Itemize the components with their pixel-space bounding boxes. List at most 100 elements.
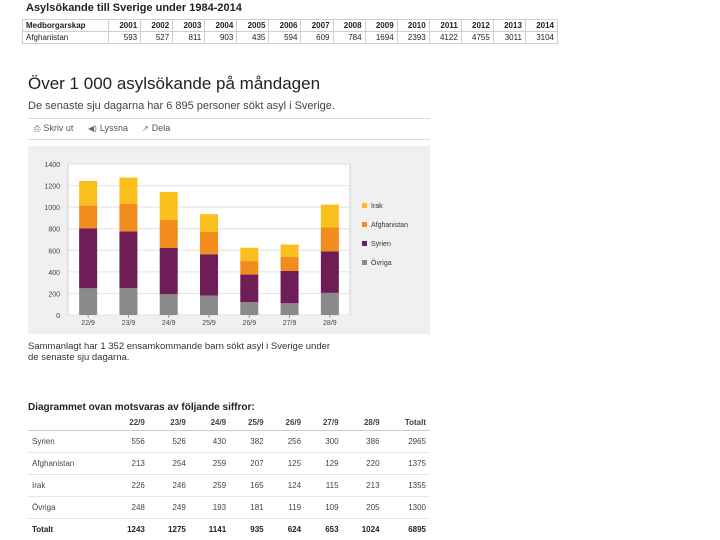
data-table-header: 28/9: [342, 414, 384, 431]
data-table-cell: 556: [107, 430, 149, 453]
data-table-row: Irak 226 246 259 165 124 115 213 1355: [28, 474, 430, 497]
historical-table-header: 2010: [396, 19, 430, 32]
data-table-cell: 213: [342, 474, 384, 497]
historical-table-cell: 609: [300, 31, 334, 44]
data-table-cell: 1355: [383, 474, 430, 497]
historical-table-header: 2003: [172, 19, 206, 32]
data-table-header: 22/9: [107, 414, 149, 431]
x-tick-label: 23/9: [122, 320, 136, 327]
bar-segment-afghanistan: [240, 261, 259, 275]
bar-segment-afghanistan: [200, 231, 218, 255]
y-tick-label: 0: [56, 313, 60, 320]
y-tick-label: 200: [48, 291, 60, 298]
data-table-cell: 246: [148, 474, 190, 497]
x-tick-label: 27/9: [283, 320, 297, 327]
data-table-cell: 193: [189, 496, 231, 519]
x-tick-label: 24/9: [162, 320, 176, 327]
data-table-cell: 226: [107, 474, 149, 497]
data-table-cell: 213: [107, 452, 149, 475]
bar-segment-syrien: [320, 251, 339, 293]
bar-segment-irak: [320, 204, 339, 228]
data-table-total-cell: Totalt: [32, 525, 54, 534]
historical-table-cell: 435: [236, 31, 270, 44]
bar-segment-syrien: [280, 270, 299, 304]
print-label: Skriv ut: [43, 123, 74, 133]
y-tick-label: 1000: [44, 205, 60, 212]
historical-table-header: Medborgarskap: [21, 19, 110, 32]
listen-button[interactable]: ◀) Lyssna: [88, 123, 128, 133]
bar-segment-syrien: [79, 228, 98, 289]
data-table-cell: Irak: [28, 474, 108, 497]
data-table-cell: 129: [305, 452, 343, 475]
data-table-cell: 259: [189, 452, 231, 475]
data-table-cell: 386: [342, 430, 384, 453]
bar-segment-afghanistan: [320, 227, 339, 252]
historical-table-cell: 4755: [460, 31, 494, 44]
data-table-header: 24/9: [189, 414, 231, 431]
data-table-total-row: Totalt 1243 1275 1141 935 624 653 1024 6895: [28, 519, 430, 540]
data-table-cell: 430: [189, 430, 231, 453]
bar-segment-irak: [280, 244, 299, 257]
data-table-cell: Syrien: [28, 430, 108, 453]
article-summary: Sammanlagt har 1 352 ensamkommande barn …: [28, 341, 331, 363]
historical-table-cell: Afghanistan: [21, 31, 110, 44]
data-table-cell: 207: [230, 452, 268, 475]
data-table-header: 25/9: [230, 414, 268, 431]
share-button[interactable]: ↗ Dela: [142, 123, 170, 133]
asylum-stacked-bar-chart: 0 200 400 600 800 1000 1200 1400 22/9 23/9 24/9 25/…: [44, 162, 408, 327]
print-button[interactable]: ⎙ Skriv ut: [34, 123, 73, 134]
data-table-total-cell: 1141: [208, 525, 227, 534]
share-icon: ↗: [142, 124, 149, 133]
data-table-total-cell: 624: [287, 525, 302, 534]
data-table-total-cell: 935: [250, 525, 264, 534]
bar-segment-övriga: [119, 288, 138, 315]
data-table-header: Totalt: [383, 414, 430, 431]
data-table-cell: 205: [342, 496, 384, 519]
data-table-row: Övriga 248 249 193 181 119 109 205 1300: [28, 496, 430, 519]
legend-swatch: [362, 222, 367, 227]
data-table-cell: 115: [305, 474, 343, 497]
historical-table-cell: 3011: [492, 31, 526, 44]
bar-segment-övriga: [159, 294, 178, 315]
legend-label: Afghanistan: [371, 222, 408, 229]
historical-table-header: 2007: [300, 19, 334, 32]
bar-segment-irak: [79, 180, 98, 206]
bar-segment-irak: [119, 177, 138, 205]
historical-table-section: Asylsökande till Sverige under 1984-2014…: [21, 0, 562, 44]
bar-segment-afghanistan: [119, 204, 138, 232]
data-table-cell: 181: [230, 496, 268, 519]
bar-segment-irak: [240, 247, 259, 262]
y-tick-label: 800: [48, 227, 60, 234]
historical-table: Medborgarskap 2001 2002 2003 2004 2005 2006 200…: [21, 19, 559, 44]
data-table-cell: 248: [107, 496, 149, 519]
historical-table-header: 2008: [332, 19, 366, 32]
historical-table-cell: 3104: [524, 31, 559, 44]
data-table-cell: 1375: [383, 452, 430, 475]
article-headline: Över 1 000 asylsökande på måndagen: [28, 74, 321, 93]
legend-swatch: [362, 241, 367, 246]
data-table-cell: 526: [148, 430, 190, 453]
historical-table-cell: 903: [204, 31, 238, 44]
historical-table-cell: 811: [172, 31, 206, 44]
data-table-total-cell: 6895: [408, 525, 426, 534]
x-tick-label: 22/9: [81, 320, 95, 327]
data-table-cell: 256: [267, 430, 306, 453]
y-tick-label: 1200: [44, 184, 60, 191]
historical-table-header: 2004: [204, 19, 238, 32]
legend-label: Övriga: [371, 259, 392, 267]
data-table-cell: 124: [267, 474, 306, 497]
bar-segment-afghanistan: [79, 205, 98, 229]
historical-table-header: 2006: [268, 19, 302, 32]
historical-table-title: Asylsökande till Sverige under 1984-2014: [26, 2, 242, 14]
x-tick-label: 25/9: [202, 320, 216, 327]
data-table-header: 27/9: [305, 414, 343, 431]
legend-swatch: [362, 260, 367, 265]
bar-segment-afghanistan: [280, 256, 299, 271]
bar-segment-övriga: [320, 292, 339, 315]
historical-table-header: 2001: [108, 19, 142, 32]
data-table-cell: 109: [305, 496, 343, 519]
bar-segment-irak: [200, 214, 218, 232]
legend-label: Syrien: [371, 241, 391, 248]
historical-table-cell: 4122: [428, 31, 462, 44]
data-table-header: 26/9: [267, 414, 306, 431]
